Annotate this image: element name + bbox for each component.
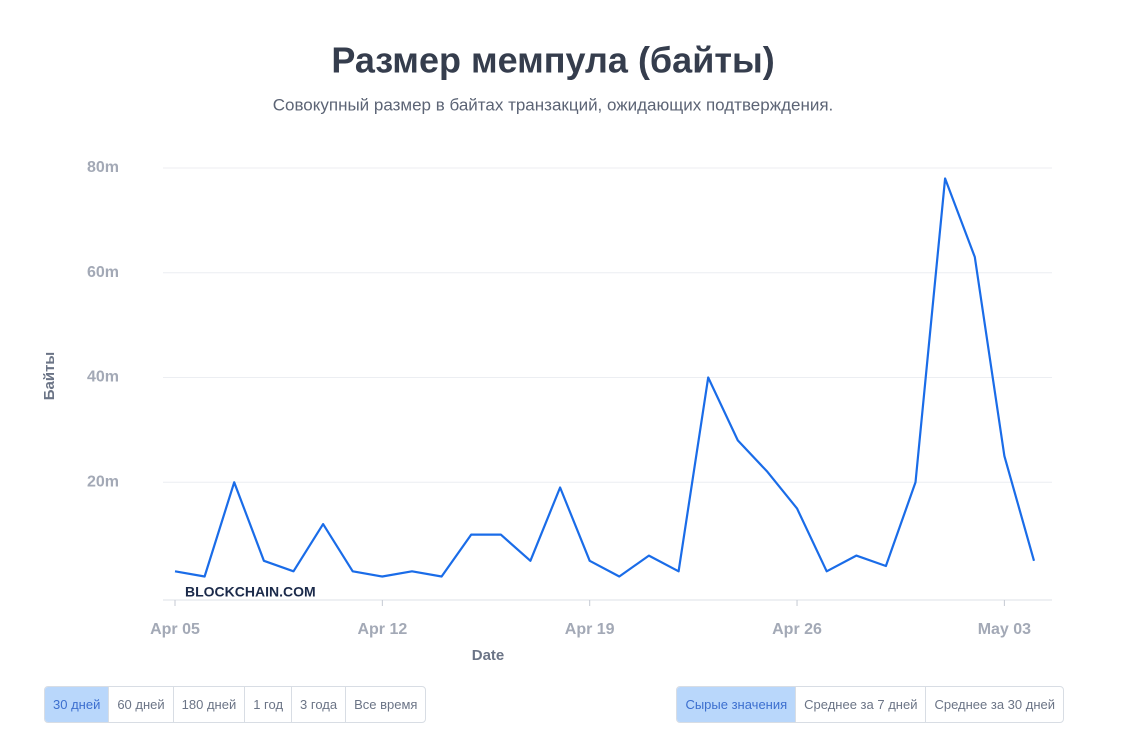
y-tick-label: 40m: [87, 369, 119, 386]
period-buttons: 30 дней 60 дней 180 дней 1 год 3 года Все вре…: [44, 686, 427, 723]
x-tick-label: May 03: [978, 621, 1031, 638]
toggle-button[interactable]: Среднее за 7 дней: [796, 687, 927, 722]
y-tick-label: 60m: [87, 264, 119, 281]
chart: Размер мемпула (байты) Совокупный размер…: [41, 40, 1052, 664]
x-tick-label: Apr 12: [357, 621, 407, 638]
toggle-button[interactable]: 3 года: [292, 687, 347, 722]
x-tick-label: Apr 05: [150, 621, 200, 638]
chart-title: Размер мемпула (байты): [331, 40, 774, 81]
toggle-button[interactable]: Среднее за 30 дней: [934, 697, 1055, 712]
watermark: BLOCKCHAIN.COM: [185, 584, 316, 600]
y-tick-label: 80m: [87, 159, 119, 176]
x-axis-label: Date: [472, 647, 505, 664]
toggle-button[interactable]: 1 год: [245, 687, 293, 722]
toggle-button[interactable]: Сырые значения: [677, 687, 797, 722]
y-tick-label: 20m: [87, 473, 119, 490]
toggle-button[interactable]: 180 дней: [174, 687, 246, 722]
mode-buttons: Сырые значения Среднее за 7 дней Среднее з…: [676, 686, 1064, 723]
y-axis-label: Байты: [41, 352, 58, 401]
toggle-button[interactable]: Все время: [354, 697, 418, 712]
toggle-button[interactable]: 30 дней: [45, 687, 110, 722]
toggle-button[interactable]: 60 дней: [109, 687, 174, 722]
x-tick-label: Apr 26: [772, 621, 822, 638]
data-line: [174, 177, 1036, 578]
x-tick-label: Apr 19: [565, 621, 615, 638]
chart-subtitle: Совокупный размер в байтах транзакций, о…: [273, 95, 834, 114]
